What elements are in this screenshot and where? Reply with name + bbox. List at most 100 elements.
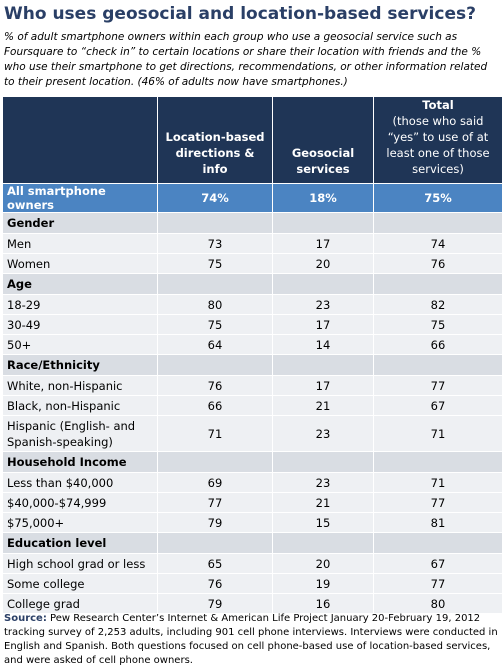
source-text: Pew Research Center’s Internet & America…: [4, 613, 498, 666]
geosocial-value-cell: 20: [272, 253, 374, 274]
location-value-cell: 73: [157, 233, 273, 254]
header-geosocial: Geosocial services: [272, 96, 374, 184]
section-empty-cell: [373, 354, 503, 376]
total-value-cell: 67: [373, 395, 503, 416]
total-value-cell: 82: [373, 294, 503, 315]
section-row: Household Income: [2, 451, 503, 473]
geosocial-value-cell: 17: [272, 375, 374, 396]
total-value-cell: 77: [373, 573, 503, 594]
section-empty-cell: [272, 354, 374, 376]
table-row: College grad 79 16 80: [2, 593, 503, 614]
header-location-based: Location-based directions & info: [157, 96, 273, 184]
section-empty-cell: [157, 451, 273, 473]
row-label: 30-49: [2, 314, 158, 335]
header-blank: [2, 96, 158, 184]
geosocial-value-cell: 17: [272, 233, 374, 254]
table-row: High school grad or less 65 20 67: [2, 553, 503, 574]
section-label: Age: [2, 273, 158, 295]
table-row: White, non-Hispanic 76 17 77: [2, 375, 503, 396]
chart-title: Who uses geosocial and location-based se…: [4, 4, 476, 24]
section-empty-cell: [373, 212, 503, 234]
table-body: All smartphone owners 74% 18% 75% Gender…: [2, 183, 503, 614]
row-label: High school grad or less: [2, 553, 158, 574]
source-label: Source:: [4, 613, 47, 624]
summary-value-location: 74%: [157, 183, 273, 213]
table-row: 30-49 75 17 75: [2, 314, 503, 335]
section-empty-cell: [272, 532, 374, 554]
table-row: $75,000+ 79 15 81: [2, 512, 503, 533]
table-row: Black, non-Hispanic 66 21 67: [2, 395, 503, 416]
geosocial-value-cell: 23: [272, 415, 374, 452]
geosocial-value-cell: 15: [272, 512, 374, 533]
table-row: 50+ 64 14 66: [2, 334, 503, 355]
section-label: Gender: [2, 212, 158, 234]
summary-value-geosocial: 18%: [272, 183, 374, 213]
location-value-cell: 65: [157, 553, 273, 574]
row-label: Hispanic (English- and Spanish-speaking): [2, 415, 158, 452]
total-value-cell: 81: [373, 512, 503, 533]
total-value-cell: 80: [373, 593, 503, 614]
table-row: 18-29 80 23 82: [2, 294, 503, 315]
section-empty-cell: [373, 451, 503, 473]
section-empty-cell: [272, 273, 374, 295]
geosocial-value-cell: 21: [272, 492, 374, 513]
row-label: 18-29: [2, 294, 158, 315]
header-total: Total (those who said “yes” to use of at…: [373, 96, 503, 184]
row-label: Some college: [2, 573, 158, 594]
section-empty-cell: [373, 273, 503, 295]
section-label: Race/Ethnicity: [2, 354, 158, 376]
location-value-cell: 75: [157, 314, 273, 335]
section-empty-cell: [157, 532, 273, 554]
geosocial-value-cell: 23: [272, 472, 374, 493]
geosocial-value-cell: 23: [272, 294, 374, 315]
geosocial-value-cell: 16: [272, 593, 374, 614]
header-total-subtitle: (those who said “yes” to use of at least…: [386, 114, 490, 176]
section-empty-cell: [157, 354, 273, 376]
section-empty-cell: [272, 212, 374, 234]
chart-subtitle: % of adult smartphone owners within each…: [4, 31, 488, 88]
table-row: Women 75 20 76: [2, 253, 503, 274]
total-value-cell: 71: [373, 472, 503, 493]
location-value-cell: 79: [157, 593, 273, 614]
geosocial-value-cell: 21: [272, 395, 374, 416]
section-empty-cell: [373, 532, 503, 554]
row-label: $40,000-$74,999: [2, 492, 158, 513]
total-value-cell: 71: [373, 415, 503, 452]
table-row: Men 73 17 74: [2, 233, 503, 254]
section-label: Education level: [2, 532, 158, 554]
location-value-cell: 75: [157, 253, 273, 274]
total-value-cell: 77: [373, 375, 503, 396]
row-label: Less than $40,000: [2, 472, 158, 493]
summary-value-total: 75%: [373, 183, 503, 213]
row-label: 50+: [2, 334, 158, 355]
location-value-cell: 77: [157, 492, 273, 513]
section-empty-cell: [272, 451, 374, 473]
row-label: White, non-Hispanic: [2, 375, 158, 396]
location-value-cell: 79: [157, 512, 273, 533]
section-empty-cell: [157, 273, 273, 295]
geosocial-value-cell: 20: [272, 553, 374, 574]
location-value-cell: 66: [157, 395, 273, 416]
location-value-cell: 76: [157, 375, 273, 396]
location-value-cell: 76: [157, 573, 273, 594]
location-value-cell: 71: [157, 415, 273, 452]
section-row: Education level: [2, 532, 503, 554]
row-label: Men: [2, 233, 158, 254]
header-total-title: Total: [422, 98, 454, 112]
table-row: Some college 76 19 77: [2, 573, 503, 594]
row-label: Women: [2, 253, 158, 274]
table-row: Less than $40,000 69 23 71: [2, 472, 503, 493]
geosocial-value-cell: 14: [272, 334, 374, 355]
row-label: $75,000+: [2, 512, 158, 533]
row-label: Black, non-Hispanic: [2, 395, 158, 416]
table-row: $40,000-$74,999 77 21 77: [2, 492, 503, 513]
section-row: Gender: [2, 212, 503, 234]
location-value-cell: 69: [157, 472, 273, 493]
geosocial-value-cell: 19: [272, 573, 374, 594]
location-value-cell: 64: [157, 334, 273, 355]
summary-label: All smartphone owners: [2, 183, 158, 213]
total-value-cell: 76: [373, 253, 503, 274]
total-value-cell: 67: [373, 553, 503, 574]
total-value-cell: 66: [373, 334, 503, 355]
section-label: Household Income: [2, 451, 158, 473]
